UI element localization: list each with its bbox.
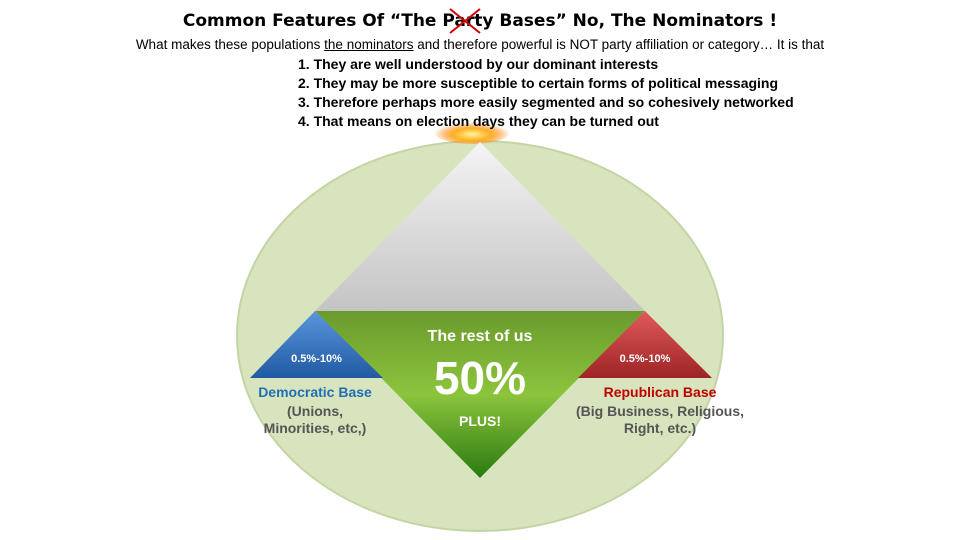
subtitle-underlined: the nominators <box>324 37 414 52</box>
title-part: Common Features Of “The <box>182 11 443 31</box>
list-item: 1. They are well understood by our domin… <box>298 56 659 72</box>
gray-triangle <box>315 142 645 311</box>
struck-word: Party <box>442 8 494 34</box>
red-triangle <box>578 311 712 378</box>
center-line1: The rest of us <box>427 328 533 345</box>
rep-percent: 0.5%-10% <box>619 353 671 365</box>
struck-text: Party <box>442 11 494 31</box>
list-item: 3. Therefore perhaps more easily segment… <box>298 94 794 110</box>
page-title: Common Features Of “The Party Bases” No,… <box>0 8 960 34</box>
subtitle: What makes these populations the nominat… <box>0 37 960 52</box>
fire-icon <box>434 120 510 144</box>
dem-detail-2: Minorities, etc,) <box>263 420 367 436</box>
rep-detail-1: (Big Business, Religious, <box>575 403 745 419</box>
cross-out-icon <box>449 8 481 34</box>
center-percent: 50% <box>433 352 527 404</box>
rep-detail-2: Right, etc.) <box>623 420 697 436</box>
subtitle-part: What makes these populations <box>135 37 325 52</box>
points-list: 1. They are well understood by our domin… <box>298 55 794 131</box>
dem-base-label: Democratic Base <box>258 384 372 400</box>
dem-detail-1: (Unions, <box>287 403 343 419</box>
blue-triangle <box>250 311 383 378</box>
subtitle-part: and therefore powerful is NOT party affi… <box>413 37 825 52</box>
list-item: 2. They may be more susceptible to certa… <box>298 75 779 91</box>
center-line2: PLUS! <box>459 413 501 429</box>
green-inverted-triangle <box>315 311 645 478</box>
rep-base-label: Republican Base <box>603 384 717 400</box>
title-part: Bases” No, The Nominators ! <box>493 11 778 31</box>
list-item: 4. That means on election days they can … <box>298 113 659 129</box>
dem-percent: 0.5%-10% <box>291 353 342 365</box>
